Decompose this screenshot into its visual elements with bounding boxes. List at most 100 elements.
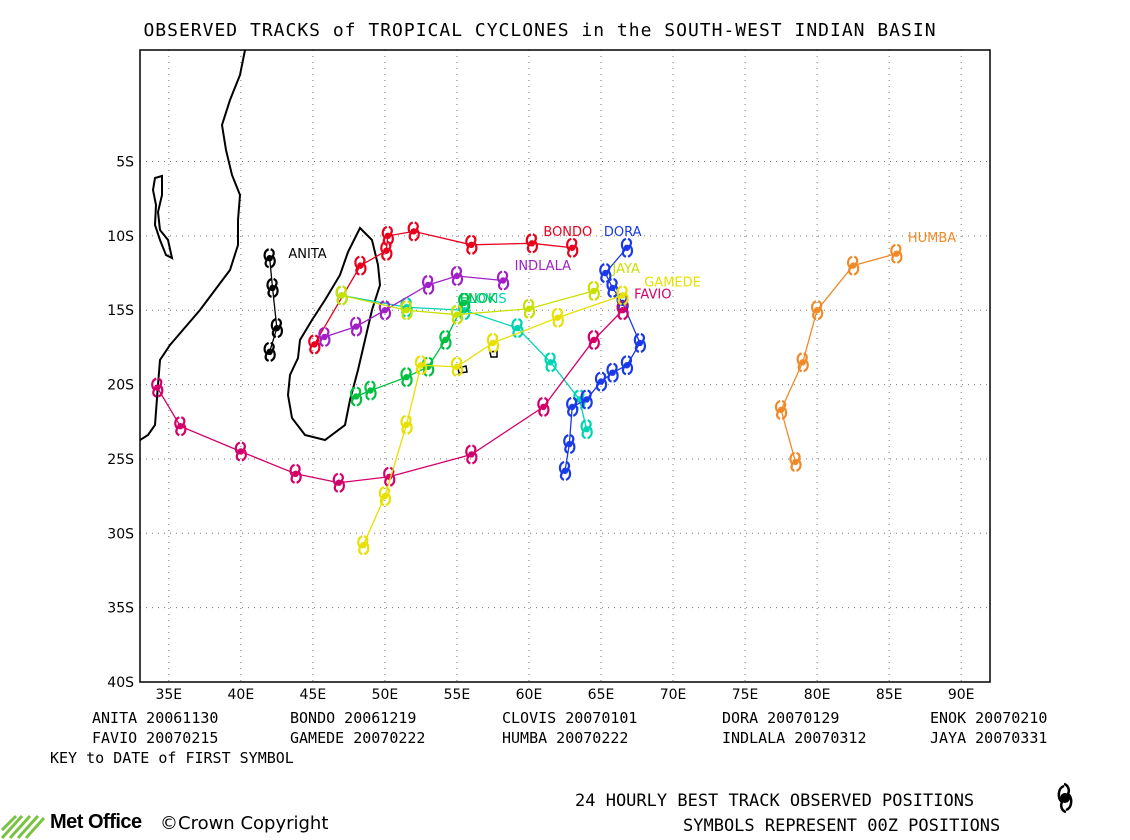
indlala-position-symbol <box>349 316 363 337</box>
dora-position-symbol <box>633 332 647 353</box>
gamede-track-line <box>362 294 623 546</box>
indlala-track-line <box>324 275 504 338</box>
latitude-tick-label: 30S <box>107 526 134 542</box>
enok-position-symbol <box>400 367 413 388</box>
gamede-position-symbol <box>551 307 564 328</box>
latitude-tick-label: 35S <box>107 601 134 617</box>
cyclone-tracks <box>151 221 903 556</box>
met-office-logo-text: Met Office <box>50 811 142 833</box>
favio-position-symbol <box>587 329 600 351</box>
favio-position-symbol <box>332 472 345 493</box>
africa-coastline <box>140 50 246 441</box>
clovis-position-symbol <box>580 419 593 440</box>
key-entry-enok: ENOK 20070210 <box>930 709 1048 727</box>
dora-position-symbol <box>620 237 634 258</box>
gamede-position-symbol <box>357 535 370 556</box>
favio-position-symbol <box>465 444 478 465</box>
clovis-position-symbol <box>544 352 557 373</box>
enok-track-label: ENOK <box>460 292 497 307</box>
dora-position-symbol <box>580 389 593 410</box>
latitude-labels: 5S 10S 15S 20S 25S 30S 35S 40S <box>107 155 134 691</box>
dora-position-symbol <box>620 355 634 376</box>
anita-position-symbol <box>263 341 276 362</box>
clovis-position-symbol <box>511 318 524 339</box>
humba-position-symbol <box>890 243 903 264</box>
key-entry-jaya: JAYA 20070331 <box>930 729 1048 747</box>
dora-position-symbol <box>566 396 579 417</box>
map-title: OBSERVED TRACKS of TROPICAL CYCLONES in … <box>143 20 937 41</box>
jaya-position-symbol <box>587 280 600 301</box>
reunion-island <box>457 365 468 374</box>
key-entry-favio: FAVIO 20070215 <box>92 729 219 747</box>
anita-position-symbol <box>263 248 276 269</box>
longitude-tick-label: 90E <box>948 687 975 703</box>
humba-position-symbol <box>847 255 860 276</box>
anita-track-label: ANITA <box>288 247 326 262</box>
latitude-tick-label: 20S <box>107 378 134 394</box>
indlala-position-symbol <box>450 265 464 287</box>
dora-position-symbol <box>558 460 572 481</box>
favio-position-symbol <box>174 416 187 437</box>
longitude-tick-label: 65E <box>588 687 615 703</box>
longitude-tick-label: 50E <box>372 687 399 703</box>
longitude-tick-label: 80E <box>804 687 831 703</box>
longitude-tick-label: 70E <box>660 687 687 703</box>
jaya-position-symbol <box>522 298 536 319</box>
clovis-track-label: CLOVIS <box>460 292 507 307</box>
gamede-position-symbol <box>400 414 413 435</box>
humba-position-symbol <box>811 300 824 321</box>
favio-position-symbol <box>234 441 247 462</box>
longitude-tick-label: 45E <box>300 687 327 703</box>
latitude-tick-label: 10S <box>107 229 134 245</box>
key-entry-dora: DORA 20070129 <box>722 709 840 727</box>
key-entry-humba: HUMBA 20070222 <box>502 729 629 747</box>
legend-line-1: 24 HOURLY BEST TRACK OBSERVED POSITIONS <box>575 791 975 811</box>
met-office-logo-icon <box>0 814 46 840</box>
gamede-position-symbol <box>414 355 428 376</box>
indlala-position-symbol <box>422 274 435 295</box>
humba-position-symbol <box>774 399 788 420</box>
favio-position-symbol <box>151 377 164 398</box>
enok-position-symbol <box>439 329 452 351</box>
gamede-position-symbol <box>616 285 629 306</box>
longitude-tick-label: 55E <box>444 687 471 703</box>
enok-position-symbol <box>364 380 377 401</box>
anita-position-symbol <box>270 318 283 339</box>
indlala-position-symbol <box>318 326 331 348</box>
key-entry-anita: ANITA 20061130 <box>92 709 219 727</box>
latitude-tick-label: 40S <box>107 675 134 691</box>
longitude-tick-label: 35E <box>155 687 182 703</box>
humba-track-label: HUMBA <box>908 231 956 246</box>
dora-position-symbol <box>606 362 619 383</box>
key-entry-indlala: INDLALA 20070312 <box>722 729 867 747</box>
bondo-track-label: BONDO <box>543 225 592 240</box>
dora-position-symbol <box>606 277 619 298</box>
jaya-track-label: JAYA <box>612 262 640 277</box>
bondo-position-symbol <box>465 234 478 255</box>
gamede-track-label: GAMEDE <box>644 275 701 290</box>
graticule <box>140 50 990 683</box>
longitude-tick-label: 75E <box>732 687 759 703</box>
jaya-position-symbol <box>335 285 348 306</box>
gamede-position-symbol <box>378 486 392 507</box>
longitude-tick-label: 60E <box>516 687 543 703</box>
indlala-position-symbol <box>496 270 510 291</box>
zanzibar-island <box>151 174 174 260</box>
bondo-position-symbol <box>354 255 367 276</box>
favio-track-label: FAVIO <box>634 287 671 302</box>
madagascar-coastline <box>286 226 382 442</box>
anita-position-symbol <box>266 277 279 298</box>
bondo-position-symbol <box>381 225 394 246</box>
latitude-tick-label: 15S <box>107 303 134 319</box>
gamede-position-symbol <box>486 332 500 353</box>
key-entry-gamede: GAMEDE 20070222 <box>290 729 426 747</box>
bondo-position-symbol <box>308 334 321 355</box>
cyclone-symbol-icon <box>1057 782 1073 814</box>
enok-position-symbol <box>349 386 363 407</box>
jaya-position-symbol <box>450 304 464 325</box>
favio-track-line <box>156 309 624 484</box>
bondo-position-symbol <box>525 233 538 254</box>
coastlines <box>140 50 498 442</box>
key-caption: KEY to DATE of FIRST SYMBOL <box>50 749 294 767</box>
